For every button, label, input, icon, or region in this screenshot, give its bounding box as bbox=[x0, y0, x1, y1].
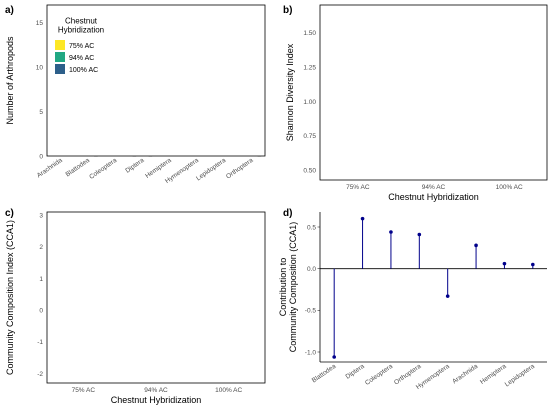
panel-d-letter: d) bbox=[283, 208, 292, 219]
panel-c-y-title: Community Composition Index (CCA1) bbox=[5, 220, 15, 375]
panel-d-y-tick: 0.5 bbox=[307, 224, 316, 231]
panel-b-x-tick: 100% AC bbox=[496, 184, 523, 191]
panel-a-x-tick: Coleoptera bbox=[88, 157, 118, 181]
panel-d-y-tick: -1.0 bbox=[305, 349, 317, 356]
panel-d-x-tick: Arachnida bbox=[451, 363, 479, 386]
panel-d-point bbox=[332, 355, 336, 359]
panel-b-y-tick: 1.25 bbox=[303, 64, 316, 71]
panel-b-y-tick: 1.50 bbox=[303, 30, 316, 37]
panel-c-y-title-line: Community Composition Index (CCA1) bbox=[5, 220, 15, 375]
panel-a-y-tick: 15 bbox=[36, 20, 44, 27]
panel-c-frame bbox=[46, 211, 266, 384]
panel-a-legend-title: Chestnut Hybridization bbox=[58, 17, 104, 35]
panel-c-y-tick: -1 bbox=[37, 339, 43, 346]
panel-d-x-tick: Diptera bbox=[345, 363, 366, 381]
panel-d-y-tick: 0.0 bbox=[307, 266, 316, 273]
panel-a-y-title-line: Number of Arthropods bbox=[5, 36, 15, 125]
panel-a-y-title: Number of Arthropods bbox=[5, 36, 15, 125]
panel-b-y-tick: 0.75 bbox=[303, 133, 316, 140]
panel-d-x-tick: Blattodea bbox=[311, 363, 338, 385]
panel-c-x-title: Chestnut Hybridization bbox=[111, 395, 202, 405]
panel-c-x-tick: 100% AC bbox=[215, 387, 242, 394]
panel-a-legend-title-line: Hybridization bbox=[58, 26, 104, 35]
panel-c-x-tick: 75% AC bbox=[72, 387, 96, 394]
panel-a-frame bbox=[46, 4, 266, 157]
panel-d-y-tick: -0.5 bbox=[305, 308, 317, 315]
panel-a-x-tick: Diptera bbox=[124, 157, 145, 175]
panel-a-y-tick: 0 bbox=[39, 153, 43, 160]
panel-d-x-tick: Coleoptera bbox=[364, 363, 394, 387]
panel-d-point bbox=[531, 262, 535, 267]
panel-c-x-tick: 94% AC bbox=[144, 387, 168, 394]
panel-d-contribution-lollipop: -1.0 -0.5 0.0 0.5 Blattodea DipteraColeoptera… bbox=[278, 212, 547, 391]
panel-d-plot-area bbox=[320, 212, 547, 362]
panel-a-y-tick: 5 bbox=[39, 109, 43, 116]
panel-b-diversity-scatter: 0.50 0.75 1.00 1.25 1.50 75% AC 94% AC 100% AC C… bbox=[285, 4, 548, 202]
panel-b-x-tick: 94% AC bbox=[422, 184, 446, 191]
panel-b-y-title-line: Shannon Diversity Index bbox=[285, 43, 295, 141]
panel-a-legend-swatch bbox=[55, 40, 65, 50]
panel-a-x-tick: Orthoptera bbox=[225, 157, 255, 181]
panel-a-legend-label: 94% AC bbox=[69, 55, 94, 62]
panel-d-point bbox=[502, 261, 507, 266]
panel-d-y-title-line: Contribution to bbox=[278, 258, 288, 317]
panel-d-point bbox=[389, 230, 393, 234]
panel-d-x-tick: Lepidoptera bbox=[504, 363, 536, 389]
panel-a-letter: a) bbox=[5, 5, 14, 16]
panel-d-y-title-line: Community Composition (CCA1) bbox=[288, 222, 298, 353]
panel-c-y-tick: 3 bbox=[39, 212, 43, 219]
panel-a-x-tick: Lepidoptera bbox=[195, 157, 227, 183]
panel-d-point bbox=[474, 243, 478, 248]
panel-d-point bbox=[445, 294, 450, 298]
panel-a-legend-label: 100% AC bbox=[69, 67, 98, 74]
panel-d-point bbox=[417, 232, 422, 237]
panel-b-frame bbox=[319, 4, 548, 181]
panel-a-legend-swatch bbox=[55, 52, 65, 62]
panel-b-letter: b) bbox=[283, 5, 292, 16]
panel-b-y-tick: 0.50 bbox=[303, 168, 316, 175]
panel-c-y-tick: 2 bbox=[39, 244, 43, 251]
panel-b-y-title: Shannon Diversity Index bbox=[285, 43, 295, 141]
panel-a-legend-swatch bbox=[55, 64, 65, 74]
panel-b-y-tick: 1.00 bbox=[303, 99, 316, 106]
panel-c-letter: c) bbox=[5, 208, 14, 219]
panel-d-point bbox=[360, 216, 365, 221]
panel-a-y-tick: 10 bbox=[36, 64, 44, 71]
panel-b-x-tick: 75% AC bbox=[346, 184, 370, 191]
panel-c-y-tick: 1 bbox=[39, 276, 43, 283]
panel-b-x-title: Chestnut Hybridization bbox=[388, 192, 479, 202]
panel-a-legend-label: 75% AC bbox=[69, 43, 94, 50]
panel-a-legend-title-line: Chestnut bbox=[65, 17, 98, 26]
panel-d-y-title: Contribution toCommunity Composition (CC… bbox=[278, 222, 298, 353]
panel-c-y-tick: -2 bbox=[37, 371, 43, 378]
panel-c-y-tick: 0 bbox=[39, 307, 43, 314]
